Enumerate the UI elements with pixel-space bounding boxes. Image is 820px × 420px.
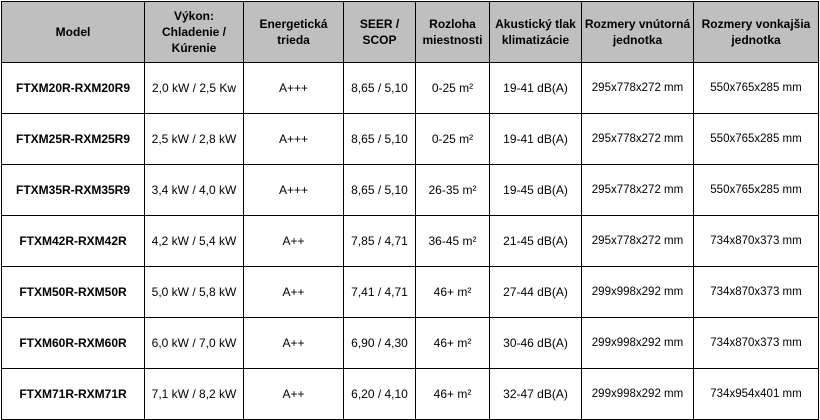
table-row: FTXM35R-RXM35R9 3,4 kW / 4,0 kW A+++ 8,6…: [1, 164, 819, 216]
cell-indoor-dims: 295x778x272 mm: [581, 62, 694, 114]
header-energy-class: Energetická trieda: [243, 1, 344, 63]
cell-seer-scop: 8,65 / 5,10: [343, 113, 416, 165]
cell-model: FTXM35R-RXM35R9: [1, 164, 145, 216]
cell-power: 4,2 kW / 5,4 kW: [144, 215, 244, 267]
header-room-area: Rozloha miestnosti: [415, 1, 490, 63]
cell-indoor-dims: 299x998x292 mm: [581, 317, 694, 369]
cell-indoor-dims: 295x778x272 mm: [581, 164, 694, 216]
cell-outdoor-dims: 734x954x401 mm: [693, 368, 819, 420]
cell-power: 2,0 kW / 2,5 Kw: [144, 62, 244, 114]
header-seer-scop: SEER / SCOP: [343, 1, 416, 63]
table-row: FTXM50R-RXM50R 5,0 kW / 5,8 kW A++ 7,41 …: [1, 266, 819, 318]
cell-model: FTXM42R-RXM42R: [1, 215, 145, 267]
cell-indoor-dims: 299x998x292 mm: [581, 368, 694, 420]
cell-power: 2,5 kW / 2,8 kW: [144, 113, 244, 165]
cell-model: FTXM20R-RXM20R9: [1, 62, 145, 114]
cell-model: FTXM60R-RXM60R: [1, 317, 145, 369]
cell-seer-scop: 7,85 / 4,71: [343, 215, 416, 267]
cell-seer-scop: 6,90 / 4,30: [343, 317, 416, 369]
cell-room-area: 26-35 m²: [415, 164, 490, 216]
cell-seer-scop: 7,41 / 4,71: [343, 266, 416, 318]
header-indoor-dims: Rozmery vnútorná jednotka: [581, 1, 694, 63]
table-row: FTXM60R-RXM60R 6,0 kW / 7,0 kW A++ 6,90 …: [1, 317, 819, 369]
cell-outdoor-dims: 734x870x373 mm: [693, 266, 819, 318]
cell-model: FTXM50R-RXM50R: [1, 266, 145, 318]
table-row: FTXM20R-RXM20R9 2,0 kW / 2,5 Kw A+++ 8,6…: [1, 62, 819, 114]
cell-noise: 30-46 dB(A): [489, 317, 582, 369]
header-model: Model: [1, 1, 145, 63]
header-power: Výkon: Chladenie / Kúrenie: [144, 1, 244, 63]
cell-seer-scop: 8,65 / 5,10: [343, 62, 416, 114]
cell-power: 3,4 kW / 4,0 kW: [144, 164, 244, 216]
cell-room-area: 46+ m²: [415, 266, 490, 318]
cell-power: 6,0 kW / 7,0 kW: [144, 317, 244, 369]
cell-seer-scop: 8,65 / 5,10: [343, 164, 416, 216]
cell-noise: 27-44 dB(A): [489, 266, 582, 318]
cell-room-area: 0-25 m²: [415, 113, 490, 165]
table-row: FTXM71R-RXM71R 7,1 kW / 8,2 kW A++ 6,20 …: [1, 368, 819, 420]
cell-outdoor-dims: 550x765x285 mm: [693, 113, 819, 165]
cell-indoor-dims: 295x778x272 mm: [581, 215, 694, 267]
header-outdoor-dims: Rozmery vonkajšia jednotka: [693, 1, 819, 63]
cell-indoor-dims: 295x778x272 mm: [581, 113, 694, 165]
cell-model: FTXM25R-RXM25R9: [1, 113, 145, 165]
cell-indoor-dims: 299x998x292 mm: [581, 266, 694, 318]
cell-noise: 19-41 dB(A): [489, 62, 582, 114]
cell-energy-class: A+++: [243, 62, 344, 114]
table-header: Model Výkon: Chladenie / Kúrenie Energet…: [1, 1, 819, 63]
header-noise: Akustický tlak klimatizácie: [489, 1, 582, 63]
cell-power: 5,0 kW / 5,8 kW: [144, 266, 244, 318]
cell-energy-class: A+++: [243, 164, 344, 216]
cell-noise: 32-47 dB(A): [489, 368, 582, 420]
cell-outdoor-dims: 550x765x285 mm: [693, 164, 819, 216]
table-row: FTXM25R-RXM25R9 2,5 kW / 2,8 kW A+++ 8,6…: [1, 113, 819, 165]
cell-room-area: 46+ m²: [415, 317, 490, 369]
cell-outdoor-dims: 550x765x285 mm: [693, 62, 819, 114]
header-row: Model Výkon: Chladenie / Kúrenie Energet…: [1, 1, 819, 63]
cell-energy-class: A++: [243, 215, 344, 267]
cell-room-area: 46+ m²: [415, 368, 490, 420]
cell-energy-class: A++: [243, 266, 344, 318]
cell-room-area: 36-45 m²: [415, 215, 490, 267]
table-row: FTXM42R-RXM42R 4,2 kW / 5,4 kW A++ 7,85 …: [1, 215, 819, 267]
cell-model: FTXM71R-RXM71R: [1, 368, 145, 420]
cell-noise: 19-41 dB(A): [489, 113, 582, 165]
cell-noise: 19-45 dB(A): [489, 164, 582, 216]
cell-outdoor-dims: 734x870x373 mm: [693, 215, 819, 267]
cell-outdoor-dims: 734x870x373 mm: [693, 317, 819, 369]
cell-noise: 21-45 dB(A): [489, 215, 582, 267]
cell-energy-class: A++: [243, 317, 344, 369]
cell-energy-class: A+++: [243, 113, 344, 165]
table-body: FTXM20R-RXM20R9 2,0 kW / 2,5 Kw A+++ 8,6…: [1, 62, 819, 420]
cell-room-area: 0-25 m²: [415, 62, 490, 114]
